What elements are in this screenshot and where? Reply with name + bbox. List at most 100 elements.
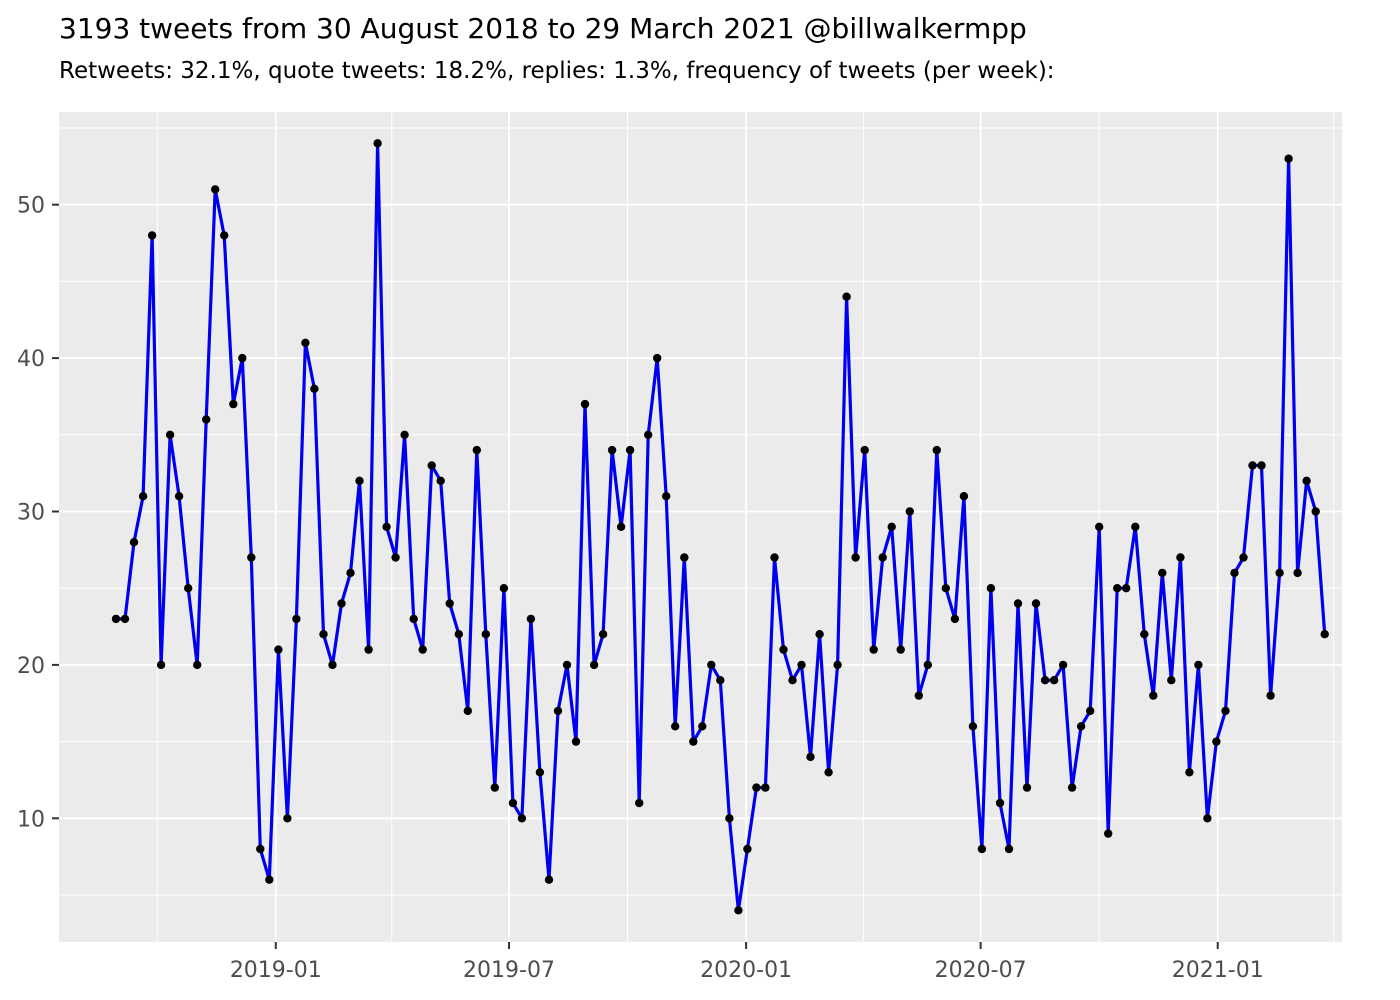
data-point	[1221, 706, 1230, 716]
data-point	[391, 553, 400, 562]
data-point	[265, 875, 274, 884]
data-point	[562, 660, 572, 670]
data-point	[968, 722, 978, 731]
data-point	[156, 660, 166, 670]
data-point	[607, 445, 617, 455]
data-point	[1049, 676, 1059, 685]
data-point	[184, 584, 193, 593]
y-axis-label: 30	[17, 501, 45, 526]
data-point	[707, 660, 716, 670]
data-point	[616, 522, 626, 531]
data-point	[1311, 507, 1320, 516]
data-point	[409, 614, 418, 624]
data-point	[1275, 568, 1284, 578]
data-point	[662, 492, 671, 501]
data-point	[653, 353, 662, 363]
data-point	[1239, 553, 1248, 562]
data-point	[292, 614, 301, 624]
data-point	[328, 660, 337, 670]
data-point	[824, 768, 833, 777]
data-point	[1284, 154, 1293, 163]
data-point	[1194, 660, 1203, 670]
data-point	[301, 338, 310, 347]
data-point	[274, 645, 283, 654]
data-point	[1031, 599, 1041, 608]
data-point	[202, 415, 211, 424]
data-point	[526, 614, 536, 624]
data-point	[689, 737, 698, 746]
data-point	[499, 584, 509, 593]
data-point	[833, 660, 842, 670]
data-point	[1176, 553, 1185, 562]
data-point	[418, 645, 427, 654]
x-axis-label: 2019-07	[463, 958, 555, 983]
data-point	[950, 614, 960, 624]
data-point	[770, 553, 779, 562]
data-point	[247, 553, 256, 562]
data-point	[517, 814, 527, 823]
data-point	[1067, 783, 1077, 792]
y-axis-label: 20	[17, 654, 45, 679]
data-point	[1212, 737, 1221, 746]
data-point	[1230, 568, 1239, 578]
data-point	[941, 584, 950, 593]
data-point	[1149, 691, 1158, 700]
data-point	[734, 906, 743, 915]
chart-title: 3193 tweets from 30 August 2018 to 29 Ma…	[59, 12, 1027, 45]
data-point	[508, 798, 518, 808]
data-point	[319, 630, 328, 639]
data-point	[1266, 691, 1275, 700]
data-point	[932, 445, 941, 455]
data-point	[174, 492, 184, 501]
data-point	[382, 522, 391, 531]
data-point	[283, 814, 292, 823]
data-point	[1203, 814, 1212, 823]
data-point	[914, 691, 923, 700]
data-point	[725, 814, 734, 823]
data-point	[373, 139, 382, 148]
data-point	[1185, 768, 1194, 777]
data-point	[364, 645, 373, 654]
data-point	[779, 645, 788, 654]
data-point	[1293, 568, 1302, 578]
data-point	[815, 630, 824, 639]
x-axis-label: 2019-01	[230, 958, 322, 983]
data-point	[644, 430, 653, 439]
data-point	[310, 384, 319, 393]
data-point	[635, 798, 644, 808]
data-point	[1086, 706, 1095, 716]
data-point	[337, 599, 346, 608]
data-point	[1076, 722, 1086, 731]
data-point	[553, 706, 563, 716]
x-axis-label: 2020-07	[935, 958, 1027, 983]
data-point	[716, 676, 725, 685]
data-point	[1158, 568, 1167, 578]
data-point	[211, 185, 220, 194]
data-point	[111, 614, 121, 624]
data-point	[671, 722, 680, 731]
data-point	[743, 844, 752, 854]
data-point	[806, 752, 815, 762]
data-point	[1058, 660, 1068, 670]
data-point	[842, 292, 851, 301]
data-point	[472, 445, 481, 455]
chart-subtitle: Retweets: 32.1%, quote tweets: 18.2%, re…	[59, 58, 1055, 84]
data-point	[147, 231, 157, 240]
data-point	[1004, 844, 1014, 854]
data-point	[851, 553, 860, 562]
data-point	[1131, 522, 1140, 531]
data-point	[229, 399, 238, 409]
data-point	[959, 492, 969, 501]
data-point	[463, 706, 472, 716]
data-point	[589, 660, 599, 670]
data-point	[1040, 676, 1050, 685]
data-point	[752, 783, 761, 792]
data-point	[860, 445, 869, 455]
data-point	[1122, 584, 1131, 593]
data-point	[1113, 584, 1122, 593]
data-point	[238, 353, 247, 363]
data-point	[193, 660, 202, 670]
data-point	[598, 630, 608, 639]
data-point	[490, 783, 499, 792]
